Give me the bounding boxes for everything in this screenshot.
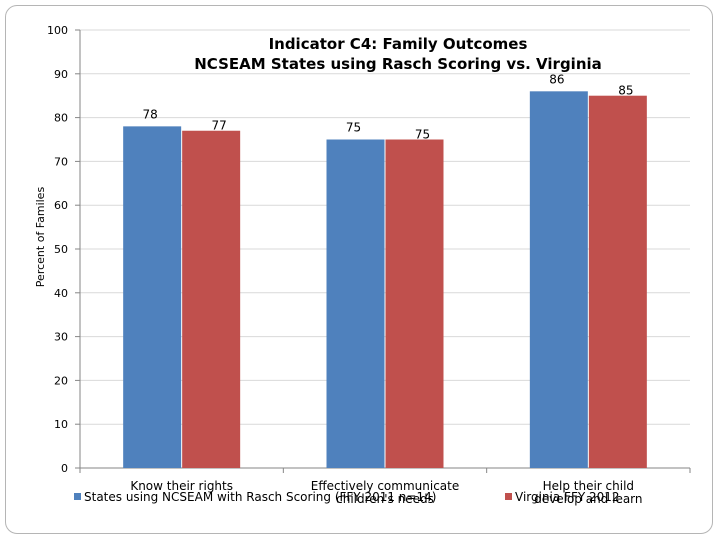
y-tick-label: 20 bbox=[54, 374, 68, 387]
bar-virginia bbox=[182, 130, 241, 469]
y-tick-label: 60 bbox=[54, 199, 68, 212]
category-label: children's needs bbox=[336, 492, 434, 506]
data-label: 75 bbox=[346, 121, 361, 135]
y-tick-label: 50 bbox=[54, 243, 68, 256]
gridlines bbox=[75, 29, 691, 473]
legend-swatch bbox=[505, 493, 512, 500]
y-tick-label: 70 bbox=[54, 155, 68, 168]
y-axis-label: Percent of Familes bbox=[34, 187, 47, 288]
x-axis-categories: Know their rights Effectively communicate… bbox=[130, 479, 642, 506]
data-label: 86 bbox=[549, 72, 564, 86]
data-label: 78 bbox=[143, 107, 158, 121]
legend-label: Virginia FFY 2012 bbox=[515, 490, 620, 504]
legend: States using NCSEAM with Rasch Scoring (… bbox=[74, 490, 620, 504]
y-tick-label: 100 bbox=[47, 24, 68, 37]
y-tick-label: 30 bbox=[54, 331, 68, 344]
bar-virginia bbox=[385, 139, 444, 468]
data-labels: 78 77 75 75 86 85 bbox=[143, 72, 634, 141]
legend-swatch bbox=[74, 493, 81, 500]
data-label: 75 bbox=[415, 128, 430, 142]
y-tick-label: 10 bbox=[54, 418, 68, 431]
bars bbox=[123, 91, 647, 469]
bar-ncseam bbox=[326, 139, 385, 468]
y-tick-label: 80 bbox=[54, 112, 68, 125]
bar-ncseam bbox=[123, 126, 182, 469]
bar-virginia bbox=[588, 95, 647, 468]
y-axis-ticks: 0 10 20 30 40 50 60 70 80 90 100 bbox=[47, 24, 68, 475]
y-tick-label: 40 bbox=[54, 287, 68, 300]
chart-subtitle: NCSEAM States using Rasch Scoring vs. Vi… bbox=[194, 55, 602, 73]
legend-label: States using NCSEAM with Rasch Scoring (… bbox=[84, 490, 436, 504]
category-label: Effectively communicate bbox=[311, 479, 460, 493]
bar-ncseam bbox=[529, 91, 588, 468]
slide-frame bbox=[5, 5, 713, 534]
category-label: Help their child bbox=[543, 479, 634, 493]
y-tick-label: 0 bbox=[61, 462, 68, 475]
chart-title: Indicator C4: Family Outcomes bbox=[269, 35, 528, 53]
data-label: 85 bbox=[618, 84, 633, 98]
category-label: Know their rights bbox=[130, 479, 233, 493]
y-tick-label: 90 bbox=[54, 68, 68, 81]
category-label: develop and learn bbox=[534, 492, 642, 506]
data-label: 77 bbox=[212, 119, 227, 133]
